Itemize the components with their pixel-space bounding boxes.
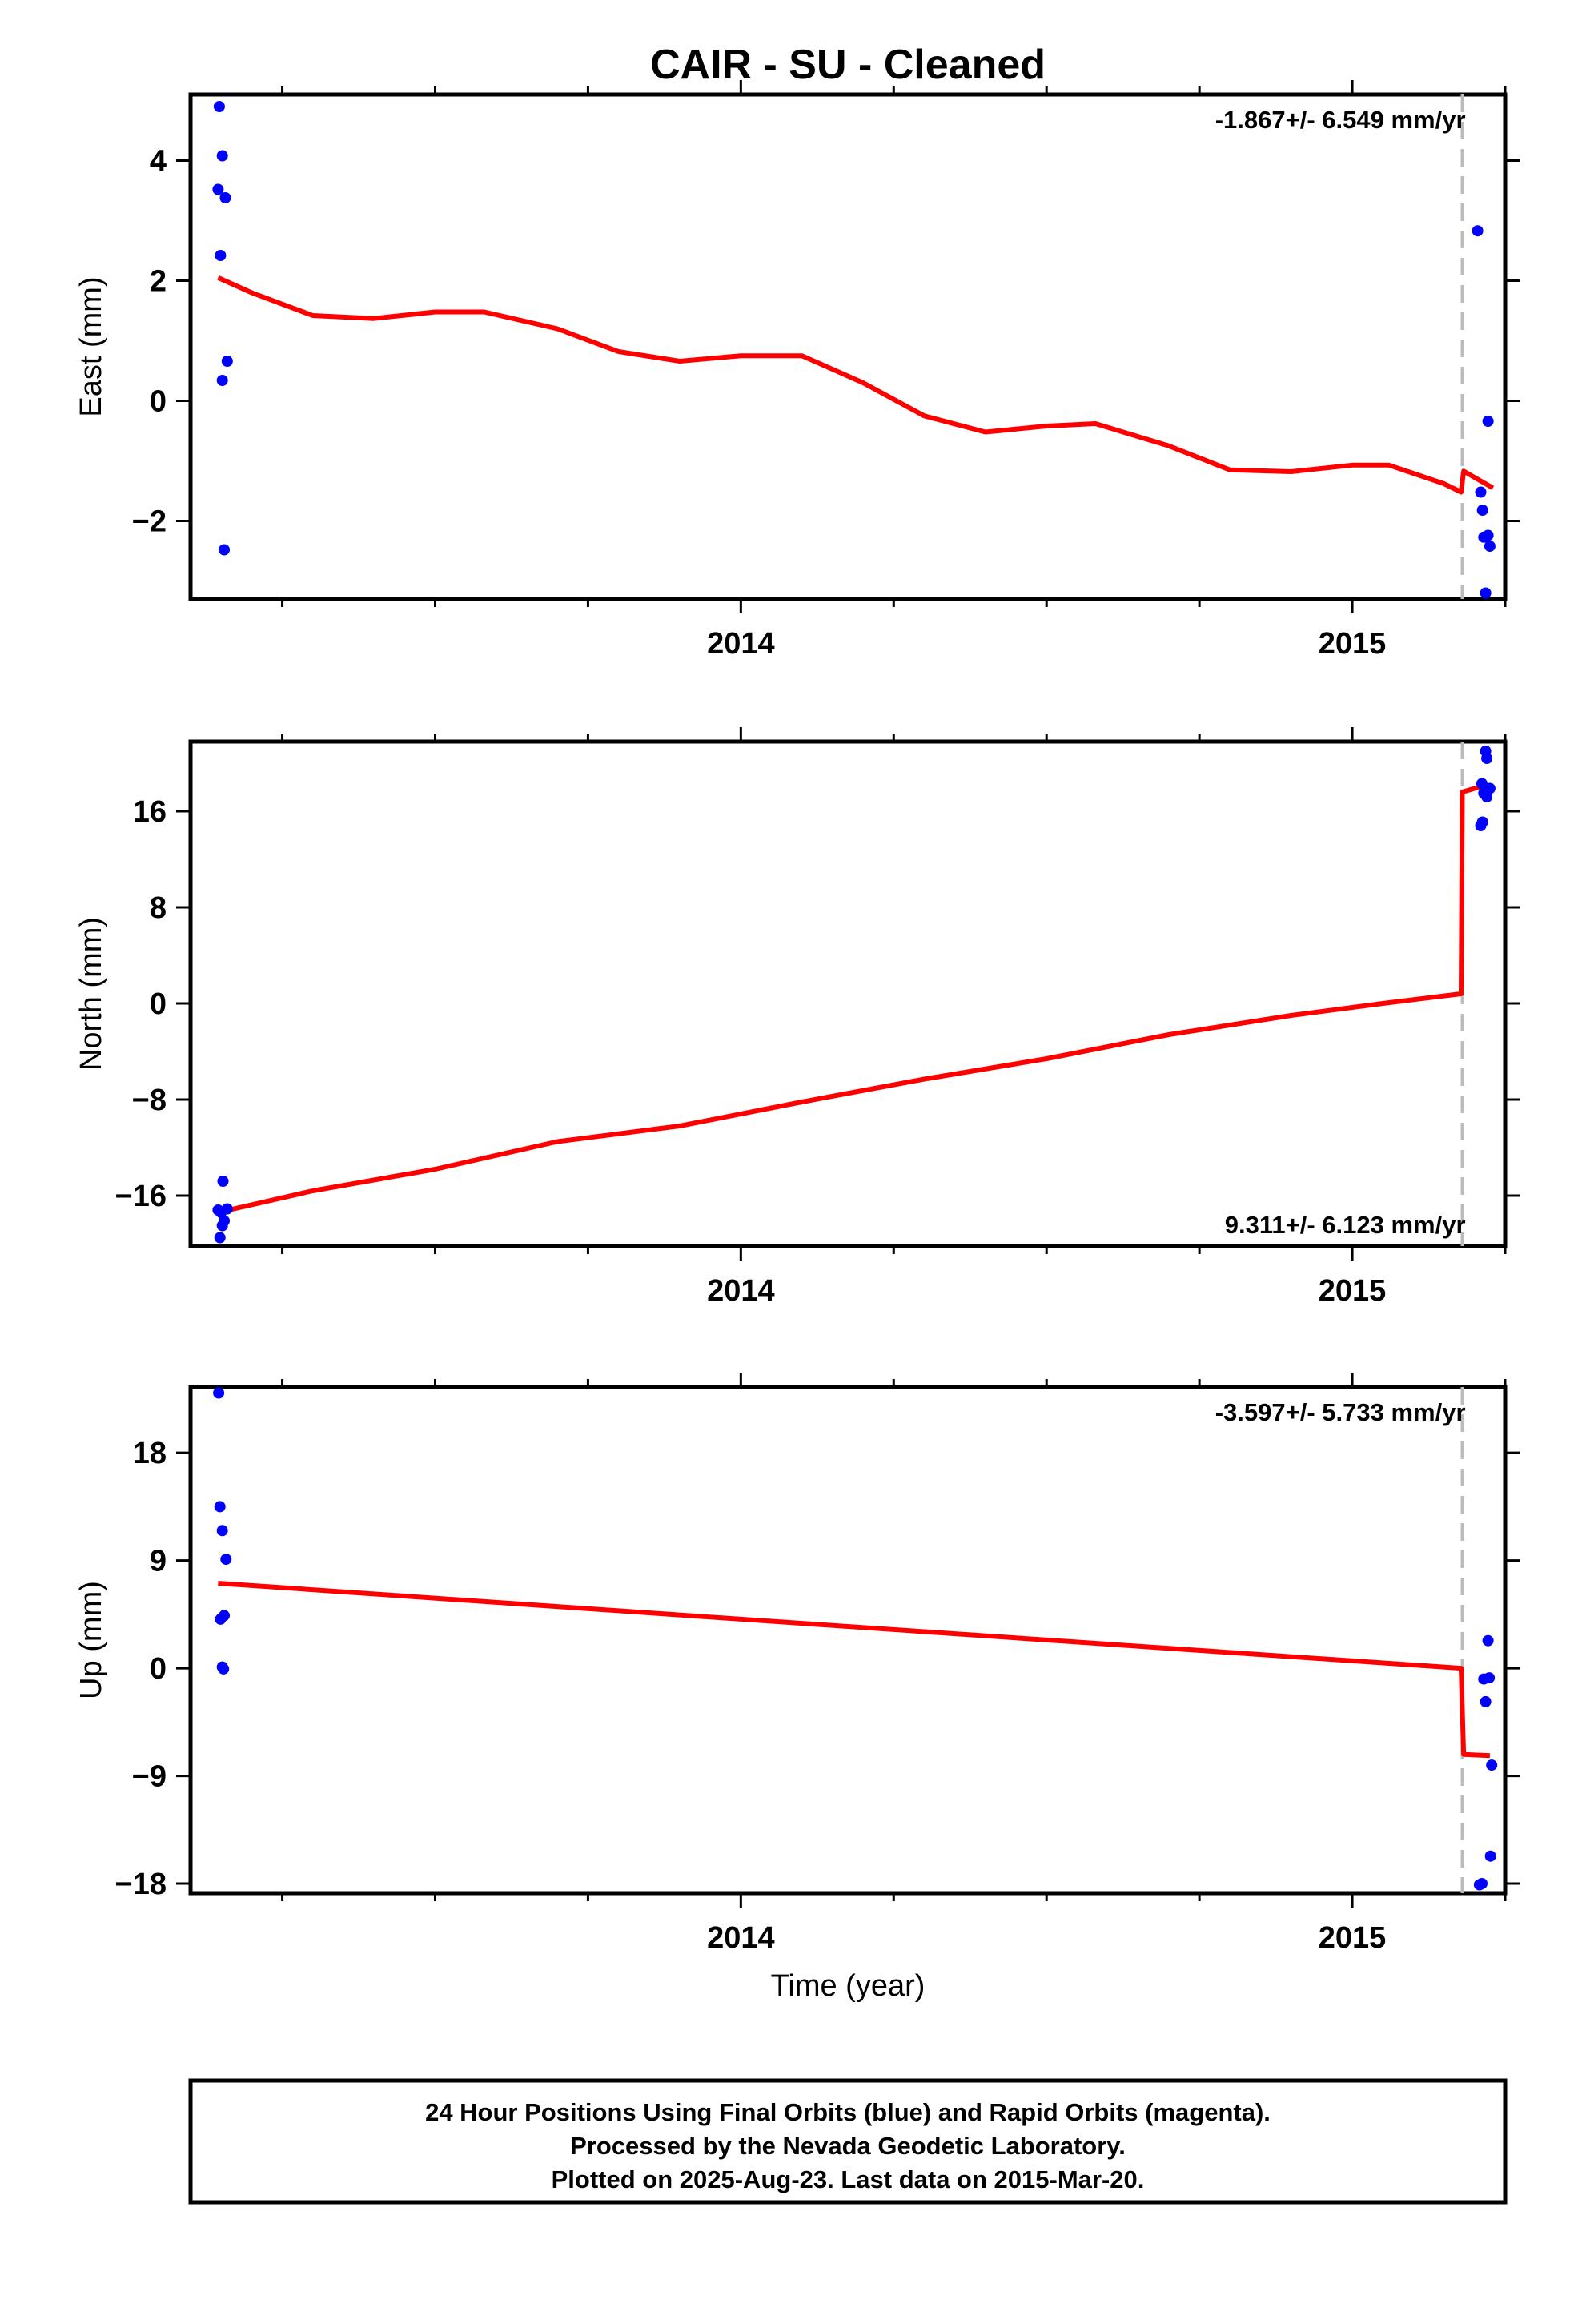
data-point: [221, 356, 233, 367]
data-point: [1480, 1695, 1492, 1707]
up-panel: −18 −9 0 9 18 2014 2015 Up (mm) -3.597+/- 5.733 …: [74, 1373, 1520, 1955]
y-axis-label: Up (mm): [74, 1581, 108, 1699]
data-point: [213, 101, 225, 112]
data-point: [216, 375, 228, 386]
data-point: [1480, 587, 1492, 599]
plot-frame: [188, 739, 1508, 1248]
data-point: [1482, 416, 1494, 427]
data-point: [1476, 505, 1488, 516]
y-tick-label: 9: [150, 1545, 167, 1578]
data-point: [1475, 486, 1487, 498]
data-point: [215, 1613, 227, 1625]
data-point: [216, 1525, 228, 1537]
footer-box: [188, 2078, 1508, 2205]
footer-line-1: 24 Hour Positions Using Final Orbits (bl…: [425, 2098, 1271, 2126]
y-tick-label: 0: [150, 987, 167, 1021]
data-point: [220, 1554, 232, 1566]
data-point: [219, 192, 231, 203]
x-tick-label: 2014: [707, 1921, 775, 1955]
y-tick-label: 18: [133, 1437, 167, 1470]
data-point: [1484, 1850, 1496, 1862]
y-tick-label: 0: [150, 1652, 167, 1686]
model-line: [217, 275, 1495, 495]
y-axis-label: East (mm): [74, 276, 108, 416]
data-point: [214, 1232, 226, 1244]
y-axis-label: North (mm): [74, 917, 108, 1071]
model-line: [217, 782, 1488, 1215]
data-point: [219, 544, 230, 556]
x-tick-label: 2015: [1319, 1921, 1387, 1955]
data-point: [214, 1501, 226, 1513]
plot-frame: [188, 1385, 1508, 1896]
y-tick-label: 4: [150, 145, 167, 179]
rate-label: -3.597+/- 5.733 mm/yr: [1215, 1398, 1466, 1426]
data-point: [1486, 1759, 1498, 1771]
data-point: [1481, 791, 1493, 802]
data-point: [1482, 529, 1494, 541]
data-point: [215, 250, 227, 261]
x-tick-label: 2014: [707, 1274, 775, 1308]
rate-label: -1.867+/- 6.549 mm/yr: [1215, 106, 1466, 134]
data-point: [1482, 1634, 1494, 1647]
y-tick-label: −8: [132, 1084, 167, 1117]
y-tick-label: −2: [132, 505, 167, 539]
footer-line-2: Processed by the Nevada Geodetic Laborat…: [570, 2132, 1126, 2160]
east-panel: −2 0 2 4 2014 2015 East (mm) -1.867+/- 6.549 mm…: [74, 80, 1520, 661]
y-tick-label: −18: [115, 1868, 167, 1901]
plot-frame: [188, 92, 1508, 601]
y-tick-label: 16: [133, 795, 167, 829]
y-tick-label: 8: [150, 891, 167, 925]
data-point: [1481, 753, 1493, 764]
data-point: [212, 183, 224, 195]
chart-title: CAIR - SU - Cleaned: [650, 42, 1046, 88]
x-tick-label: 2015: [1319, 627, 1387, 661]
data-point: [216, 1220, 228, 1232]
x-tick-label: 2014: [707, 627, 775, 661]
data-point: [216, 150, 228, 162]
data-point: [221, 1203, 233, 1215]
data-point: [213, 1387, 225, 1399]
x-axis-label: Time (year): [771, 1969, 926, 2003]
data-point: [1473, 1879, 1485, 1891]
rate-label: 9.311+/- 6.123 mm/yr: [1225, 1211, 1466, 1239]
data-point: [1484, 541, 1496, 552]
data-point: [218, 1663, 230, 1675]
north-panel: −16 −8 0 8 16 2014 2015 North (mm) 9.311+/- 6.12…: [74, 727, 1520, 1308]
y-tick-label: −9: [132, 1760, 167, 1794]
data-point: [217, 1176, 229, 1187]
data-point: [1478, 1673, 1490, 1685]
footer-line-3: Plotted on 2025-Aug-23. Last data on 201…: [552, 2165, 1145, 2193]
model-line: [218, 1581, 1491, 1759]
x-tick-label: 2015: [1319, 1274, 1387, 1308]
y-tick-label: 0: [150, 385, 167, 419]
y-tick-label: 2: [150, 265, 167, 299]
data-point: [1475, 820, 1487, 831]
data-point: [1472, 225, 1484, 237]
y-tick-label: −16: [115, 1180, 167, 1213]
